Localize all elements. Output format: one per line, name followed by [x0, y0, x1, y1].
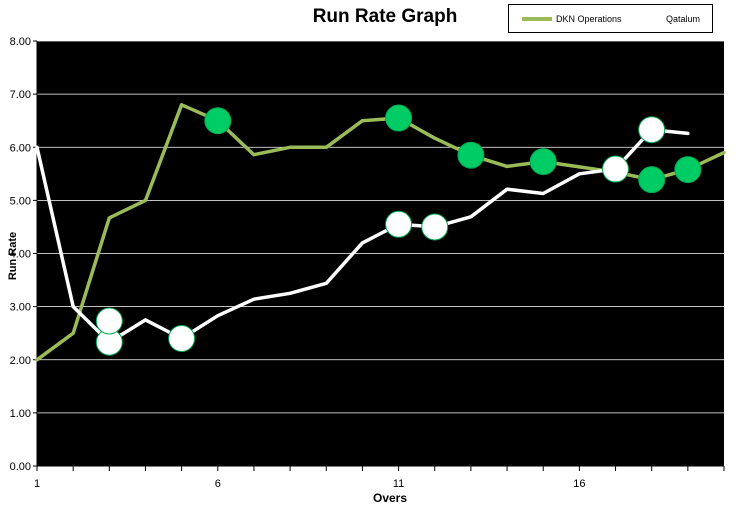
y-tick-label: 7.00 — [10, 89, 31, 101]
x-axis-label: Overs — [372, 491, 408, 505]
data-point-dkn-operations — [529, 148, 557, 176]
data-point-qatalum — [168, 325, 196, 352]
y-tick-label: 4.00 — [10, 249, 31, 261]
data-point-qatalum — [95, 307, 123, 335]
chart-title: Run Rate Graph — [312, 6, 458, 27]
legend: DKN Operations Qatalum — [508, 4, 713, 33]
y-tick-label: 0.00 — [10, 461, 31, 473]
x-tick-label: 11 — [393, 478, 404, 490]
y-tick-label: 2.00 — [10, 355, 31, 367]
data-point-dkn-operations — [674, 156, 702, 184]
data-point-dkn-operations — [204, 107, 232, 135]
legend-label-dkn-operations: DKN Operations — [556, 14, 622, 24]
legend-swatch-dkn-operations — [522, 17, 552, 21]
x-tick-label: 1 — [34, 478, 40, 490]
x-tick-label: 6 — [215, 478, 221, 490]
data-point-dkn-operations — [457, 141, 485, 169]
series-line-qatalum — [35, 127, 690, 344]
data-point-qatalum — [602, 155, 630, 183]
data-point-qatalum — [638, 116, 666, 144]
data-point-qatalum — [421, 213, 449, 241]
data-point-qatalum — [385, 210, 413, 238]
y-tick-label: 6.00 — [10, 142, 31, 154]
y-tick-label: 8.00 — [10, 36, 31, 48]
data-point-dkn-operations — [385, 104, 413, 132]
y-tick-label: 5.00 — [10, 195, 31, 207]
x-tick-label: 16 — [573, 478, 585, 490]
legend-label-qatalum: Qatalum — [666, 14, 701, 24]
y-tick-label: 3.00 — [10, 302, 31, 314]
data-point-dkn-operations — [638, 166, 666, 194]
y-tick-label: 1.00 — [10, 408, 31, 420]
